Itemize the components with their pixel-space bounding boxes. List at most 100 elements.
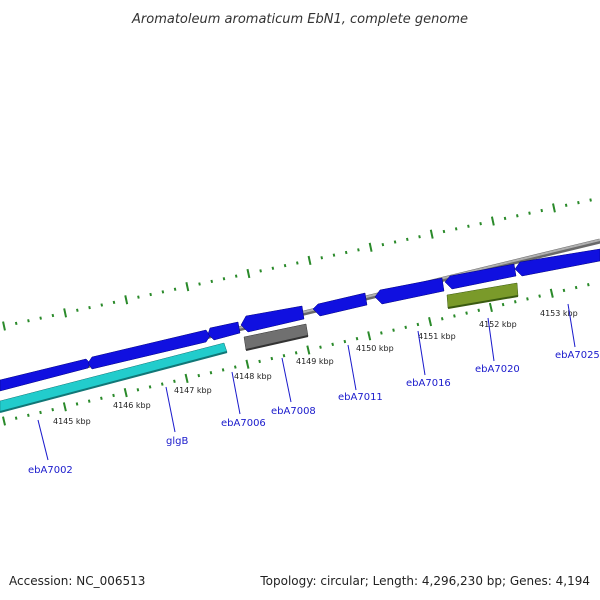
scale-tick (442, 229, 446, 234)
scale-label: 4150 kbp (356, 344, 394, 353)
outer-tick-ring (2, 198, 592, 331)
gene-arrow[interactable] (374, 277, 445, 305)
scale-tick (332, 253, 336, 257)
scale-tick (319, 345, 322, 349)
scale-tick (577, 200, 580, 205)
scale-tick (221, 368, 225, 372)
scale-tick (392, 328, 395, 332)
scale-tick (296, 261, 299, 265)
scale-tick (270, 356, 274, 361)
scale-tick (564, 203, 568, 207)
scale-tick (526, 297, 529, 301)
scale-tick (488, 302, 493, 313)
scale-tick (418, 235, 421, 239)
scale-tick (343, 339, 347, 344)
gene-label[interactable]: ebA7025 (555, 350, 600, 361)
gene-arrow[interactable] (87, 329, 211, 370)
scale-tick (87, 399, 91, 403)
scale-tick (294, 351, 298, 355)
map-title: Aromatoleum aromaticum EbN1, complete ge… (131, 12, 468, 27)
scale-tick (416, 322, 420, 327)
scale-tick (2, 321, 6, 331)
scale-tick (501, 302, 505, 307)
scale-tick (100, 396, 103, 400)
scale-tick (283, 263, 287, 268)
gene-label[interactable]: ebA7006 (221, 418, 266, 429)
forward-strand-genes (0, 248, 600, 392)
scale-tick (76, 308, 79, 312)
scale-tick (75, 402, 79, 406)
scale-label: 4148 kbp (234, 372, 272, 381)
scale-tick (173, 379, 176, 383)
gene-label[interactable]: glgB (166, 436, 188, 447)
gene-arrow[interactable] (240, 305, 305, 333)
gene-labels: ebA7002 glgB ebA7006 ebA7008 ebA7011 ebA… (28, 350, 600, 476)
genome-summary-text: Topology: circular; Length: 4,296,230 bp… (260, 574, 590, 588)
gene-label[interactable]: ebA7008 (271, 406, 316, 417)
scale-tick (88, 305, 91, 310)
scale-tick (516, 214, 519, 218)
gene-arrow[interactable] (207, 321, 241, 341)
gene-label[interactable]: ebA7002 (28, 465, 73, 476)
scale-tick (222, 277, 226, 281)
scale-tick (233, 365, 237, 369)
scale-tick (185, 282, 190, 292)
scale-tick (344, 250, 348, 255)
scale-tick (552, 203, 556, 213)
scale-tick (513, 300, 517, 304)
scale-tick (39, 316, 42, 320)
gene-label-leaders (37, 303, 576, 461)
gene-label[interactable]: ebA7011 (338, 392, 383, 403)
scale-tick (465, 311, 468, 315)
scale-label: 4145 kbp (53, 417, 91, 426)
scale-tick (149, 292, 152, 297)
scale-tick (63, 308, 68, 318)
scale-tick (27, 413, 30, 418)
gene-arrow[interactable] (514, 248, 600, 277)
reverse-strand-features (0, 282, 519, 413)
scale-label: 4151 kbp (418, 332, 456, 341)
scale-tick (173, 287, 177, 291)
scale-tick (454, 227, 458, 231)
scale-tick (538, 294, 541, 298)
scale-tick (137, 295, 140, 299)
gene-arrow[interactable] (312, 292, 368, 317)
scale-tick (209, 371, 213, 375)
gene-label[interactable]: ebA7020 (475, 364, 520, 375)
scale-tick (562, 288, 566, 293)
scale-tick (210, 279, 214, 284)
scale-tick (331, 342, 334, 347)
scale-tick (381, 242, 385, 247)
scale-tick (62, 402, 67, 412)
scale-tick (39, 410, 42, 415)
gene-label[interactable]: ebA7016 (406, 378, 451, 389)
scale-tick (320, 256, 324, 260)
gene-arrow[interactable] (0, 358, 91, 392)
scale-tick (282, 354, 286, 358)
scale-tick (51, 407, 55, 412)
scale-tick (112, 393, 115, 398)
scale-label: 4152 kbp (479, 320, 517, 329)
scale-tick (528, 211, 531, 215)
scale-label: 4149 kbp (296, 357, 334, 366)
scale-tick (246, 268, 251, 279)
scale-tick (124, 295, 129, 305)
scale-tick (429, 229, 434, 239)
scale-tick (136, 388, 140, 392)
scale-labels: 4145 kbp 4146 kbp 4147 kbp 4148 kbp 4149… (53, 309, 578, 426)
scale-tick (306, 345, 311, 355)
gene-arrow[interactable] (444, 263, 517, 290)
scale-tick (406, 237, 409, 242)
inner-tick-ring (2, 283, 590, 426)
scale-tick (503, 216, 507, 221)
scale-tick (404, 325, 408, 329)
scale-tick (393, 240, 397, 244)
scale-label: 4147 kbp (174, 386, 212, 395)
scale-tick (14, 321, 18, 326)
scale-label: 4153 kbp (540, 309, 578, 318)
scale-tick (589, 198, 592, 202)
scale-tick (234, 274, 238, 278)
scale-tick (51, 313, 55, 318)
scale-tick (440, 317, 444, 321)
